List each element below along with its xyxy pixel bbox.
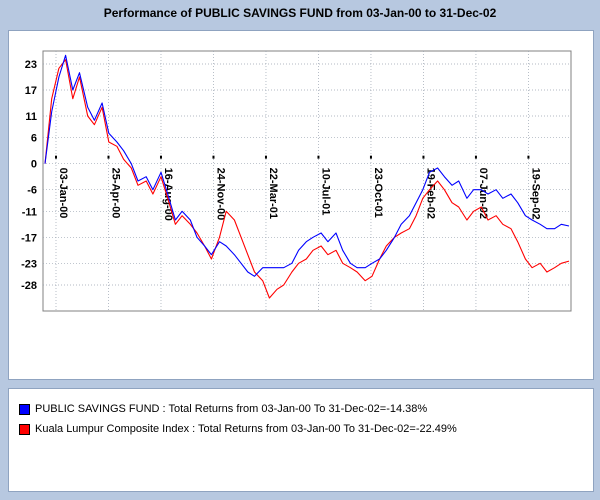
plot-frame <box>42 50 572 312</box>
y-tick-label: -28 <box>21 280 37 292</box>
legend-label-index: Kuala Lumpur Composite Index : Total Ret… <box>35 423 457 435</box>
y-tick-label: 6 <box>31 133 37 145</box>
chart-panel: 23 17 11 6 0 -6 -11 -17 -23 -28 03-Jan-00 25-Apr-00… <box>8 30 594 380</box>
legend-swatch-fund <box>19 403 30 415</box>
x-tick-mark <box>527 155 530 159</box>
x-tick-label: 07-Jun-02 <box>477 168 489 219</box>
x-tick-label: 22-Mar-01 <box>267 168 279 219</box>
y-tick-label: -11 <box>22 206 37 218</box>
x-tick-label: 19-Sep-02 <box>529 168 541 220</box>
y-tick-label: -17 <box>21 232 37 244</box>
chart-title: Performance of PUBLIC SAVINGS FUND from … <box>103 6 497 20</box>
y-tick-label: 17 <box>25 85 37 97</box>
x-tick-label: 19-Feb-02 <box>424 168 436 219</box>
legend-panel: PUBLIC SAVINGS FUND : Total Returns from… <box>8 388 594 492</box>
y-tick-label: -23 <box>21 258 37 270</box>
x-tick-label: 23-Oct-01 <box>372 168 384 218</box>
y-tick-label: 11 <box>25 111 37 123</box>
x-tick-mark <box>159 155 162 159</box>
legend-item-index: Kuala Lumpur Composite Index : Total Ret… <box>19 422 457 436</box>
legend-item-fund: PUBLIC SAVINGS FUND : Total Returns from… <box>19 402 427 416</box>
x-tick-mark <box>369 155 372 159</box>
series-line-index <box>44 59 570 299</box>
legend-swatch-index <box>19 423 30 435</box>
x-tick-mark <box>212 155 215 159</box>
y-tick-label: 0 <box>31 159 37 171</box>
x-tick-mark <box>474 155 477 159</box>
y-tick-label: -6 <box>27 185 37 197</box>
x-tick-mark <box>107 155 110 159</box>
x-tick-mark <box>264 155 267 159</box>
x-tick-mark <box>317 155 320 159</box>
x-tick-mark <box>55 155 57 159</box>
x-tick-label: 03-Jan-00 <box>57 168 69 219</box>
y-tick-label: 23 <box>25 59 37 71</box>
chart-plot: 23 17 11 6 0 -6 -11 -17 -23 -28 03-Jan-00 25-Apr-00… <box>21 50 572 312</box>
x-tick-label: 10-Jul-01 <box>319 168 331 216</box>
x-tick-label: 25-Apr-00 <box>109 168 121 219</box>
legend-label-fund: PUBLIC SAVINGS FUND : Total Returns from… <box>35 403 428 415</box>
series-line-fund <box>44 54 570 277</box>
x-tick-label: 24-Nov-00 <box>214 168 226 221</box>
x-tick-mark <box>422 155 425 159</box>
